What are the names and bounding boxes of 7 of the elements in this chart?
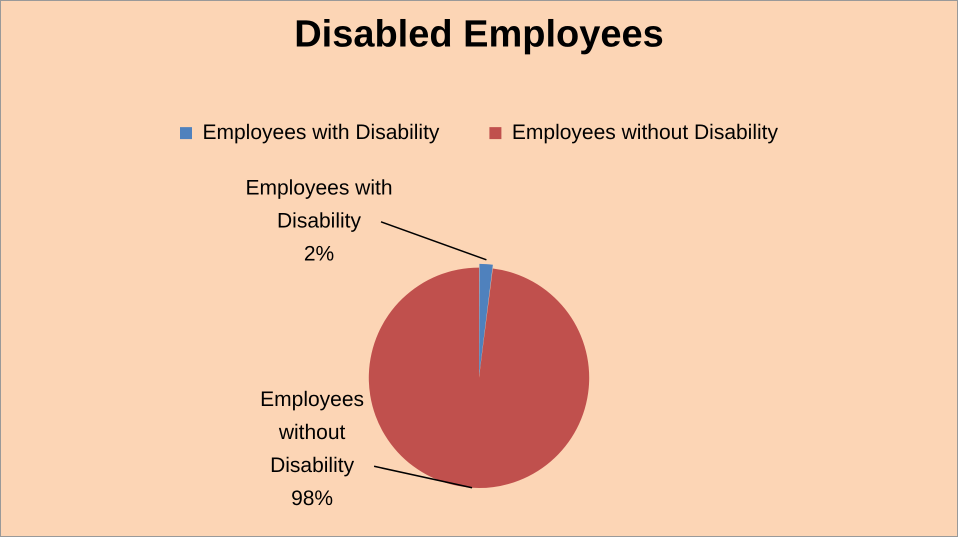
- slice-label: Employees with Disability: [245, 176, 393, 233]
- chart-title: Disabled Employees: [294, 13, 664, 56]
- data-label: 98%: [291, 487, 334, 510]
- data-label: 2%: [304, 242, 334, 266]
- legend-label: Employees without Disability: [512, 120, 779, 144]
- legend-label: Employees with Disability: [202, 120, 440, 144]
- slice-label: Employees without Disability: [260, 388, 364, 478]
